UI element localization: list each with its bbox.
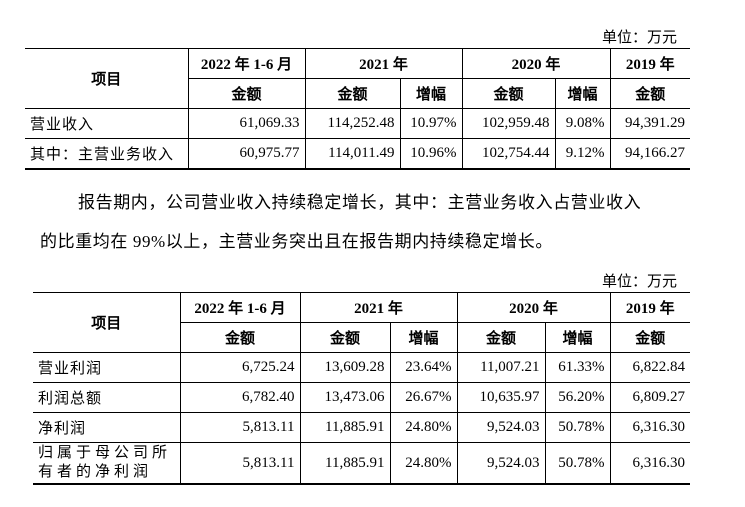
header-cell: 2019 年 xyxy=(609,292,691,323)
cell: 9,524.03 xyxy=(456,442,546,485)
cell: 6,822.84 xyxy=(609,352,691,383)
cell: 9,524.03 xyxy=(456,412,546,443)
header-cell: 金额 xyxy=(304,78,401,109)
cell: 6,725.24 xyxy=(179,352,301,383)
cell: 102,754.44 xyxy=(461,138,556,170)
header-row: 项目 2022 年 1-6 月 2021 年 2020 年 2019 年 xyxy=(33,292,691,353)
header-cell: 增幅 xyxy=(544,322,611,353)
cell: 10,635.97 xyxy=(456,382,546,413)
cell: 56.20% xyxy=(544,382,611,413)
cell: 9.12% xyxy=(554,138,611,170)
cell: 11,885.91 xyxy=(299,412,391,443)
data-row: 其中：主营业务收入 60,975.77 114,011.49 10.96% 102,75… xyxy=(25,138,691,170)
cell: 23.64% xyxy=(389,352,458,383)
cell: 9.08% xyxy=(554,108,611,139)
cell: 归属于母公司所有者的净利润 xyxy=(33,442,181,485)
cell: 其中：主营业务收入 xyxy=(25,138,189,170)
cell: 11,885.91 xyxy=(299,442,391,485)
cell: 净利润 xyxy=(33,412,181,443)
cell: 营业收入 xyxy=(25,108,189,139)
table: 项目 2022 年 1-6 月 2021 年 2020 年 2019 年金额 金额 增幅 金额… xyxy=(25,48,691,170)
header-row: 项目 2022 年 1-6 月 2021 年 2020 年 2019 年 xyxy=(25,48,691,109)
table: 项目 2022 年 1-6 月 2021 年 2020 年 2019 年金额 金额 增幅 金额… xyxy=(33,292,691,485)
header-cell: 2021 年 xyxy=(304,48,463,79)
cell: 50.78% xyxy=(544,412,611,443)
cell: 11,007.21 xyxy=(456,352,546,383)
cell: 10.96% xyxy=(399,138,463,170)
cell: 94,166.27 xyxy=(609,138,691,170)
cell: 6,316.30 xyxy=(609,442,691,485)
header-cell: 金额 xyxy=(456,322,546,353)
header-cell: 2022 年 1-6 月 xyxy=(187,48,306,79)
header-cell: 金额 xyxy=(299,322,391,353)
data-row: 利润总额 6,782.40 13,473.06 26.67% 10,635.97 56.2… xyxy=(33,382,691,413)
cell: 13,473.06 xyxy=(299,382,391,413)
cell: 94,391.29 xyxy=(609,108,691,139)
cell: 61,069.33 xyxy=(187,108,306,139)
header-cell: 项目 xyxy=(25,48,189,109)
header-cell: 2020 年 xyxy=(456,292,611,323)
cell: 24.80% xyxy=(389,442,458,485)
cell: 6,316.30 xyxy=(609,412,691,443)
cell: 6,782.40 xyxy=(179,382,301,413)
header-cell: 增幅 xyxy=(554,78,611,109)
header-cell: 金额 xyxy=(609,322,691,353)
header-cell: 金额 xyxy=(461,78,556,109)
cell: 50.78% xyxy=(544,442,611,485)
cell: 13,609.28 xyxy=(299,352,391,383)
cell: 营业利润 xyxy=(33,352,181,383)
header-cell: 金额 xyxy=(609,78,691,109)
header-cell: 2019 年 xyxy=(609,48,691,79)
cell: 24.80% xyxy=(389,412,458,443)
paragraph-line: 报告期内，公司营业收入持续稳定增长，其中：主营业务收入占营业收入 xyxy=(78,193,642,212)
data-row: 归属于母公司所有者的净利润 5,813.11 11,885.91 24.80% 9,52… xyxy=(33,442,691,485)
cell: 114,011.49 xyxy=(304,138,401,170)
data-row: 营业利润 6,725.24 13,609.28 23.64% 11,007.21 61.3… xyxy=(33,352,691,383)
header-cell: 增幅 xyxy=(399,78,463,109)
unit-label: 单位：万元 xyxy=(601,30,677,46)
header-cell: 2020 年 xyxy=(461,48,611,79)
cell: 利润总额 xyxy=(33,382,181,413)
header-cell: 2021 年 xyxy=(299,292,458,323)
cell: 6,809.27 xyxy=(609,382,691,413)
cell: 26.67% xyxy=(389,382,458,413)
cell: 61.33% xyxy=(544,352,611,383)
header-row: 金额 金额 增幅 金额 增幅 金额 xyxy=(33,322,691,353)
data-row: 营业收入 61,069.33 114,252.48 10.97% 102,959.48 9… xyxy=(25,108,691,139)
cell: 60,975.77 xyxy=(187,138,306,170)
unit-label: 单位：万元 xyxy=(601,274,677,290)
paragraph-line: 的比重均在 99%以上，主营业务突出且在报告期内持续稳定增长。 xyxy=(40,232,554,251)
cell: 5,813.11 xyxy=(179,442,301,485)
cell: 102,959.48 xyxy=(461,108,556,139)
cell: 114,252.48 xyxy=(304,108,401,139)
data-row: 净利润 5,813.11 11,885.91 24.80% 9,524.03 50.78%… xyxy=(33,412,691,443)
header-cell: 金额 xyxy=(188,78,306,109)
header-cell: 2022 年 1-6 月 xyxy=(179,292,301,323)
header-cell: 项目 xyxy=(33,292,181,353)
header-cell: 增幅 xyxy=(389,322,458,353)
header-cell: 金额 xyxy=(180,322,301,353)
cell: 10.97% xyxy=(399,108,463,139)
cell: 5,813.11 xyxy=(179,412,301,443)
